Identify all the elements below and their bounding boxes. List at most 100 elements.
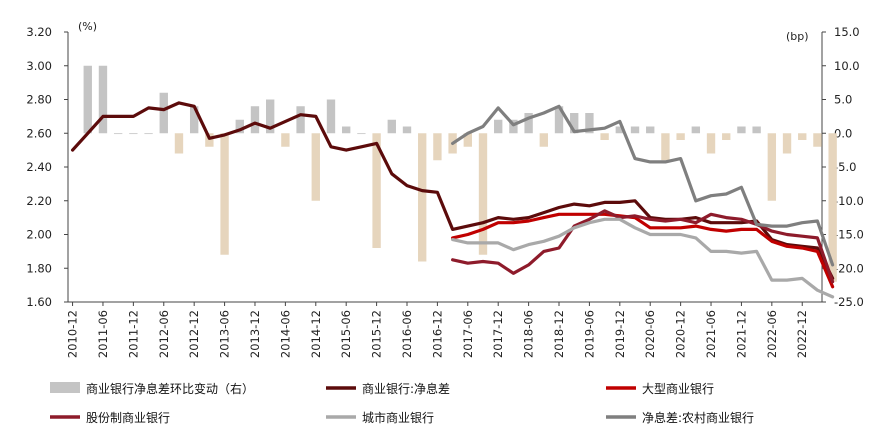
bar-undefined bbox=[828, 133, 837, 282]
bar-2017-09 bbox=[478, 133, 488, 255]
x-tick-label: 2018-06 bbox=[522, 310, 536, 358]
left-tick-label: 3.20 bbox=[26, 25, 52, 39]
line-series-1 bbox=[451, 212, 835, 289]
right-tick-label: 10.0 bbox=[834, 59, 860, 73]
left-tick-label: 1.60 bbox=[26, 295, 52, 309]
bar-2016-12 bbox=[433, 133, 442, 161]
bar-2022-06 bbox=[767, 133, 777, 201]
legend-label: 商业银行净息差环比变动（右） bbox=[86, 381, 254, 396]
bar-2019-09 bbox=[600, 133, 609, 140]
bar-2015-03 bbox=[326, 99, 336, 134]
right-tick-label: -15.0 bbox=[834, 228, 864, 242]
bar-2016-03 bbox=[387, 119, 396, 134]
line-series-4 bbox=[451, 104, 835, 267]
bar-2021-09 bbox=[722, 133, 731, 140]
left-axis-unit: (%) bbox=[78, 20, 97, 33]
x-tick-label: 2017-06 bbox=[461, 310, 475, 358]
bar-2019-03 bbox=[570, 113, 579, 134]
x-tick-label: 2011-06 bbox=[96, 310, 110, 358]
bar-2014-06 bbox=[281, 133, 290, 147]
left-tick-label: 2.20 bbox=[26, 194, 52, 208]
bar-2011-09 bbox=[113, 133, 123, 135]
bar-2015-12 bbox=[372, 133, 381, 248]
legend-label: 净息差:农村商业银行 bbox=[642, 410, 754, 425]
legend-item-0: 商业银行净息差环比变动（右） bbox=[50, 381, 254, 396]
x-tick-label: 2020-06 bbox=[643, 310, 657, 358]
x-tick-label: 2012-12 bbox=[187, 310, 201, 358]
left-tick-label: 2.00 bbox=[26, 228, 52, 242]
legend-label: 商业银行:净息差 bbox=[362, 381, 450, 396]
bar-2012-06 bbox=[159, 92, 168, 134]
bar-2020-12 bbox=[676, 133, 685, 140]
bar-2021-12 bbox=[737, 126, 746, 134]
line-series bbox=[71, 101, 835, 299]
legend-item-1: 商业银行:净息差 bbox=[326, 381, 450, 396]
x-tick-label: 2018-12 bbox=[552, 310, 566, 358]
bar-2015-06 bbox=[342, 126, 351, 134]
bar-2016-06 bbox=[402, 126, 412, 134]
x-tick-label: 2017-12 bbox=[491, 310, 505, 358]
bar-2018-09 bbox=[539, 133, 548, 147]
right-axis-unit: (bp) bbox=[786, 30, 809, 43]
bar-2011-03 bbox=[83, 65, 92, 134]
right-tick-label: 5.0 bbox=[834, 93, 852, 107]
x-tick-label: 2019-12 bbox=[613, 310, 627, 358]
bar-series bbox=[83, 65, 837, 282]
bar-2013-12 bbox=[250, 106, 260, 134]
bar-2018-06 bbox=[524, 113, 533, 134]
axes: 3.20 3.00 2.80 2.60 2.40 2.20 2.00 1.80 1.60 15.0… bbox=[26, 20, 863, 358]
x-tick-label: 2013-12 bbox=[248, 310, 262, 358]
bar-2020-03 bbox=[630, 126, 640, 134]
line-series-2 bbox=[451, 209, 835, 284]
bar-2017-06 bbox=[463, 133, 472, 147]
x-tick-label: 2020-12 bbox=[674, 310, 688, 358]
bar-2012-03 bbox=[144, 133, 153, 135]
bar-2020-09 bbox=[661, 133, 670, 161]
right-tick-label: -25.0 bbox=[834, 295, 864, 309]
right-tick-label: -20.0 bbox=[834, 261, 864, 275]
legend-item-2: 大型商业银行 bbox=[606, 381, 714, 396]
left-tick-label: 1.80 bbox=[26, 261, 52, 275]
x-tick-label: 2011-12 bbox=[126, 310, 140, 358]
x-tick-label: 2015-06 bbox=[339, 310, 353, 358]
left-tick-label: 2.60 bbox=[26, 126, 52, 140]
x-tick-label: 2013-06 bbox=[218, 310, 232, 358]
line-series-0 bbox=[71, 101, 835, 280]
right-tick-label: -10.0 bbox=[834, 194, 864, 208]
left-tick-label: 3.00 bbox=[26, 59, 52, 73]
legend-label: 城市商业银行 bbox=[362, 410, 434, 425]
bar-2022-03 bbox=[752, 126, 761, 134]
bar-2013-03 bbox=[205, 133, 214, 147]
bar-2019-12 bbox=[615, 126, 624, 134]
legend-item-3: 股份制商业银行 bbox=[50, 410, 170, 425]
bar-2022-12 bbox=[798, 133, 807, 140]
bar-2013-09 bbox=[235, 119, 244, 134]
bar-2014-09 bbox=[296, 106, 305, 134]
x-tick-label: 2012-06 bbox=[157, 310, 171, 358]
x-tick-label: 2021-12 bbox=[734, 310, 748, 358]
bar-2021-03 bbox=[691, 126, 701, 134]
x-tick-label: 2016-06 bbox=[400, 310, 414, 358]
x-tick-label: 2015-12 bbox=[370, 310, 384, 358]
x-tick-label: 2022-12 bbox=[795, 310, 809, 358]
left-tick-label: 2.40 bbox=[26, 160, 52, 174]
legend-swatch bbox=[50, 382, 80, 393]
right-tick-label: -5.0 bbox=[834, 160, 856, 174]
bar-2019-06 bbox=[585, 113, 594, 134]
bar-2012-09 bbox=[174, 133, 184, 154]
bar-2012-12 bbox=[189, 106, 199, 134]
left-tick-label: 2.80 bbox=[26, 93, 52, 107]
bar-2013-06 bbox=[220, 133, 229, 255]
bar-2014-03 bbox=[266, 99, 275, 134]
bar-2021-06 bbox=[706, 133, 716, 154]
x-tick-label: 2016-12 bbox=[430, 310, 444, 358]
legend-item-4: 城市商业银行 bbox=[326, 410, 434, 425]
bar-2020-06 bbox=[646, 126, 655, 134]
bar-2011-12 bbox=[129, 133, 138, 135]
bar-2022-09 bbox=[782, 133, 792, 154]
x-tick-label: 2022-06 bbox=[765, 310, 779, 358]
bar-2014-12 bbox=[311, 133, 320, 201]
bar-2023-03 bbox=[813, 133, 822, 147]
x-tick-label: 2014-12 bbox=[309, 310, 323, 358]
line-series-3 bbox=[451, 217, 835, 299]
